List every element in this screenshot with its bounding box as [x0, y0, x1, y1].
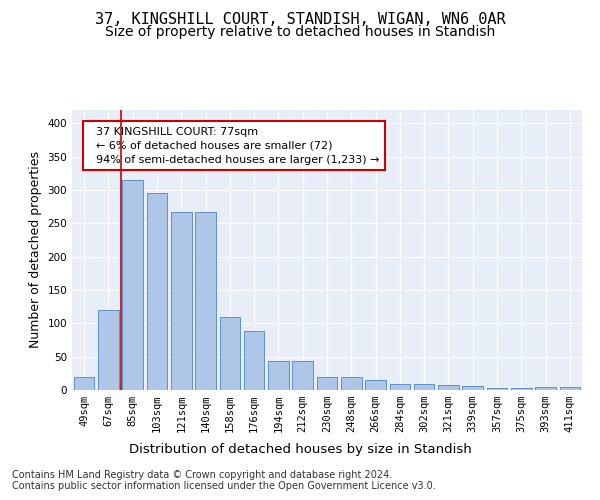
Text: Distribution of detached houses by size in Standish: Distribution of detached houses by size … [128, 442, 472, 456]
Bar [98, 310, 119, 390]
Bar [122, 180, 143, 390]
Bar [146, 194, 167, 390]
Bar [268, 360, 289, 390]
Bar [220, 318, 240, 390]
Bar [317, 376, 337, 390]
Bar [244, 332, 265, 390]
Text: 37, KINGSHILL COURT, STANDISH, WIGAN, WN6 0AR: 37, KINGSHILL COURT, STANDISH, WIGAN, WN… [95, 12, 505, 28]
Bar [341, 376, 362, 390]
Text: Contains HM Land Registry data © Crown copyright and database right 2024.: Contains HM Land Registry data © Crown c… [12, 470, 392, 480]
Y-axis label: Number of detached properties: Number of detached properties [29, 152, 42, 348]
Text: Size of property relative to detached houses in Standish: Size of property relative to detached ho… [105, 25, 495, 39]
Bar [74, 378, 94, 390]
Bar [195, 212, 216, 390]
Bar [389, 384, 410, 390]
Bar [560, 388, 580, 390]
Bar [414, 384, 434, 390]
Bar [438, 386, 459, 390]
Text: Contains public sector information licensed under the Open Government Licence v3: Contains public sector information licen… [12, 481, 436, 491]
Bar [463, 386, 483, 390]
Bar [487, 388, 508, 390]
Text: 37 KINGSHILL COURT: 77sqm
  ← 6% of detached houses are smaller (72)
  94% of se: 37 KINGSHILL COURT: 77sqm ← 6% of detach… [89, 126, 379, 164]
Bar [171, 212, 191, 390]
Bar [365, 380, 386, 390]
Bar [292, 360, 313, 390]
Bar [535, 386, 556, 390]
Bar [511, 388, 532, 390]
